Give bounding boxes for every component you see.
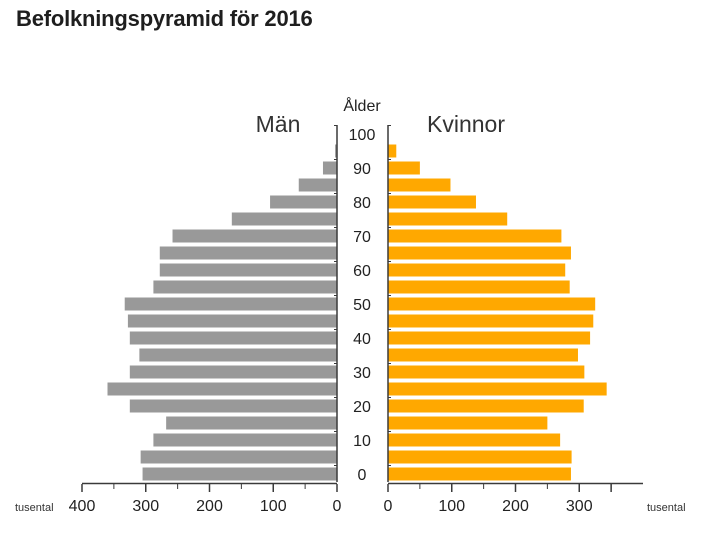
bar-women-age-95	[388, 144, 397, 158]
bar-women-age-15	[388, 416, 548, 430]
x-tick-label-right: 300	[566, 498, 593, 515]
bar-women-age-65	[388, 246, 571, 260]
age-tick-label: 60	[353, 263, 371, 280]
bar-women-age-5	[388, 450, 572, 464]
age-tick-label: 50	[353, 297, 371, 314]
bar-women-age-40	[388, 331, 591, 345]
legend-men: Män	[256, 111, 301, 137]
bar-men-age-15	[166, 416, 337, 430]
age-tick-label: 30	[353, 365, 371, 382]
legend-women: Kvinnor	[427, 111, 505, 137]
bar-women-age-50	[388, 297, 596, 311]
bar-men-age-5	[140, 450, 337, 464]
bar-women-age-20	[388, 399, 584, 413]
bar-women-age-0	[388, 467, 571, 481]
bar-women-age-25	[388, 382, 607, 396]
bar-women-age-60	[388, 263, 566, 277]
bars-women	[388, 144, 607, 481]
bar-women-age-80	[388, 195, 476, 209]
x-tick-label-right: 0	[384, 498, 393, 515]
page-title: Befolkningspyramid för 2016	[16, 6, 313, 31]
bar-women-age-30	[388, 365, 585, 379]
bar-men-age-95	[335, 144, 337, 158]
bar-women-age-10	[388, 433, 561, 447]
bar-women-age-90	[388, 161, 420, 175]
bar-men-age-80	[270, 195, 337, 209]
bar-men-age-40	[129, 331, 337, 345]
bar-men-age-10	[153, 433, 337, 447]
bar-men-age-55	[153, 280, 337, 294]
age-tick-label: 40	[353, 331, 371, 348]
bar-women-age-70	[388, 229, 562, 243]
bar-men-age-0	[142, 467, 337, 481]
x-tick-label-left: 300	[132, 498, 159, 515]
x-tick-label-left: 100	[260, 498, 287, 515]
age-tick-label: 0	[358, 467, 367, 484]
bar-women-age-35	[388, 348, 578, 362]
bar-men-age-85	[298, 178, 337, 192]
x-tick-label-right: 200	[502, 498, 529, 515]
age-tick-label: 70	[353, 229, 371, 246]
bar-women-age-55	[388, 280, 570, 294]
bar-men-age-30	[129, 365, 337, 379]
age-tick-label: 10	[353, 433, 371, 450]
bar-women-age-75	[388, 212, 508, 226]
bar-men-age-65	[159, 246, 337, 260]
bar-women-age-45	[388, 314, 594, 328]
bar-men-age-60	[159, 263, 337, 277]
bar-men-age-50	[124, 297, 338, 311]
unit-label-left: tusental	[15, 502, 54, 514]
age-tick-label: 90	[353, 161, 371, 178]
bar-men-age-25	[107, 382, 337, 396]
x-tick-label-right: 100	[438, 498, 465, 515]
center-axis-label: Ålder	[343, 96, 381, 115]
x-tick-label-left: 0	[333, 498, 342, 515]
bars-men	[107, 144, 338, 481]
bar-women-age-85	[388, 178, 451, 192]
bar-men-age-35	[139, 348, 337, 362]
bar-men-age-20	[129, 399, 337, 413]
age-tick-label: 80	[353, 195, 371, 212]
bar-men-age-45	[127, 314, 338, 328]
bar-men-age-90	[322, 161, 337, 175]
bar-men-age-70	[172, 229, 337, 243]
bar-men-age-75	[231, 212, 337, 226]
x-tick-label-left: 200	[196, 498, 223, 515]
age-tick-label: 100	[349, 127, 376, 144]
unit-label-right: tusental	[647, 502, 686, 514]
x-tick-label-left: 400	[69, 498, 96, 515]
age-tick-label: 20	[353, 399, 371, 416]
